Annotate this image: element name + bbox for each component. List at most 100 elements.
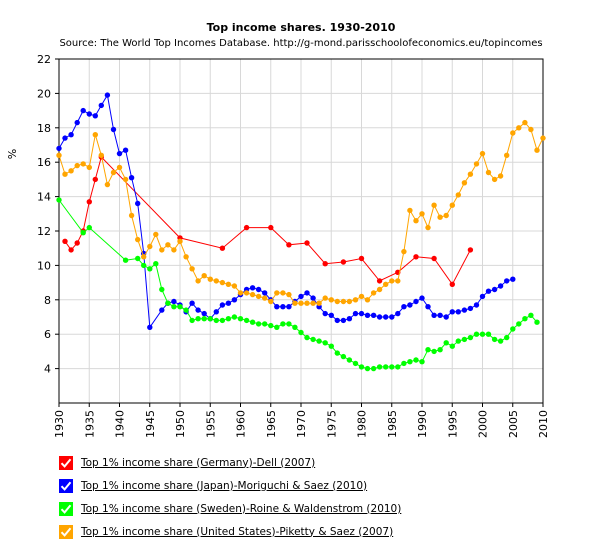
data-point bbox=[389, 314, 395, 320]
x-tick-label: 2000 bbox=[477, 410, 490, 438]
data-point bbox=[419, 359, 425, 365]
data-point bbox=[419, 295, 425, 301]
data-point bbox=[304, 300, 310, 306]
data-point bbox=[419, 211, 425, 217]
data-point bbox=[80, 161, 86, 167]
data-point bbox=[147, 243, 153, 250]
data-point bbox=[262, 290, 268, 296]
data-point bbox=[286, 304, 292, 310]
data-point bbox=[497, 338, 504, 344]
chart-title: Top income shares. 1930-2010 bbox=[207, 21, 396, 34]
data-point bbox=[540, 135, 546, 141]
data-point bbox=[201, 316, 207, 322]
data-point bbox=[455, 192, 461, 198]
data-point bbox=[171, 304, 177, 310]
y-tick-label: 14 bbox=[37, 191, 51, 204]
data-point bbox=[116, 150, 123, 157]
data-point bbox=[376, 286, 383, 293]
legend-item[interactable]: Top 1% income share (United States)-Pike… bbox=[59, 520, 401, 543]
data-point bbox=[443, 340, 449, 346]
data-point bbox=[425, 347, 431, 353]
data-point bbox=[104, 181, 111, 188]
series-line bbox=[58, 199, 538, 370]
data-point bbox=[334, 298, 340, 305]
data-point bbox=[389, 278, 395, 284]
data-point bbox=[328, 312, 334, 318]
data-point bbox=[213, 317, 219, 324]
x-tick-label: 1980 bbox=[356, 410, 369, 438]
data-point bbox=[322, 340, 328, 346]
series-1 bbox=[56, 92, 516, 330]
y-tick-label: 10 bbox=[37, 259, 51, 272]
data-point bbox=[461, 336, 468, 343]
data-point bbox=[473, 302, 480, 308]
data-point bbox=[243, 290, 250, 296]
x-tick-label: 1970 bbox=[295, 410, 308, 438]
data-point bbox=[322, 295, 328, 301]
data-point bbox=[268, 224, 274, 231]
legend-label[interactable]: Top 1% income share (Japan)-Moriguchi & … bbox=[81, 479, 368, 492]
data-point bbox=[328, 343, 334, 349]
data-point bbox=[68, 132, 74, 138]
data-point bbox=[255, 286, 262, 293]
y-tick-label: 8 bbox=[44, 294, 51, 307]
data-point bbox=[461, 307, 468, 313]
data-point bbox=[479, 150, 486, 157]
data-point bbox=[491, 336, 498, 343]
data-point bbox=[437, 214, 443, 220]
legend-label[interactable]: Top 1% income share (Germany)-Dell (2007… bbox=[81, 456, 316, 469]
legend-item[interactable]: Top 1% income share (Germany)-Dell (2007… bbox=[59, 451, 401, 474]
legend-label[interactable]: Top 1% income share (United States)-Pike… bbox=[81, 525, 394, 538]
data-point bbox=[135, 236, 141, 243]
data-point bbox=[370, 365, 377, 372]
data-point bbox=[449, 202, 455, 208]
data-point bbox=[86, 199, 93, 205]
data-point bbox=[135, 200, 141, 207]
data-point bbox=[407, 359, 413, 365]
data-point bbox=[352, 310, 359, 317]
x-tick-label: 1945 bbox=[144, 410, 157, 438]
data-point bbox=[195, 316, 201, 322]
data-point bbox=[128, 175, 135, 181]
axes: 1930 1935 1940 1945 1950 1955 1960 1965 1970 1975… bbox=[37, 53, 550, 438]
data-point bbox=[274, 290, 280, 296]
data-point bbox=[395, 278, 401, 284]
legend-label[interactable]: Top 1% income share (Sweden)-Roine & Wal… bbox=[81, 502, 402, 515]
data-point bbox=[491, 176, 498, 183]
data-point bbox=[497, 283, 504, 289]
data-point bbox=[443, 212, 449, 219]
data-point bbox=[497, 173, 504, 179]
data-point bbox=[401, 248, 407, 255]
data-point bbox=[340, 353, 347, 360]
legend-item[interactable]: Top 1% income share (Japan)-Moriguchi & … bbox=[59, 474, 401, 497]
data-point bbox=[522, 316, 528, 322]
data-point bbox=[189, 300, 195, 306]
data-point bbox=[449, 343, 455, 349]
data-point bbox=[177, 238, 183, 244]
legend-item[interactable]: Top 1% income share (Sweden)-Roine & Wal… bbox=[59, 497, 401, 520]
x-tick-label: 1955 bbox=[204, 410, 217, 438]
data-point bbox=[98, 102, 105, 109]
data-point bbox=[504, 152, 510, 158]
data-point bbox=[165, 242, 171, 248]
data-point bbox=[280, 290, 286, 296]
data-point bbox=[219, 302, 226, 308]
data-point bbox=[479, 331, 486, 337]
data-point bbox=[413, 218, 419, 224]
data-point bbox=[243, 224, 250, 231]
x-tick-label: 1985 bbox=[386, 410, 399, 438]
data-point bbox=[122, 176, 129, 183]
data-point bbox=[395, 310, 401, 317]
data-point bbox=[358, 293, 365, 300]
data-point bbox=[62, 135, 68, 141]
data-point bbox=[274, 324, 280, 330]
data-point bbox=[141, 254, 147, 260]
data-point bbox=[504, 278, 510, 284]
data-point bbox=[171, 298, 177, 305]
data-point bbox=[364, 365, 371, 372]
data-point bbox=[68, 168, 74, 174]
data-point bbox=[346, 357, 353, 363]
data-point bbox=[516, 321, 522, 327]
data-point bbox=[255, 321, 262, 327]
data-point bbox=[340, 317, 347, 324]
